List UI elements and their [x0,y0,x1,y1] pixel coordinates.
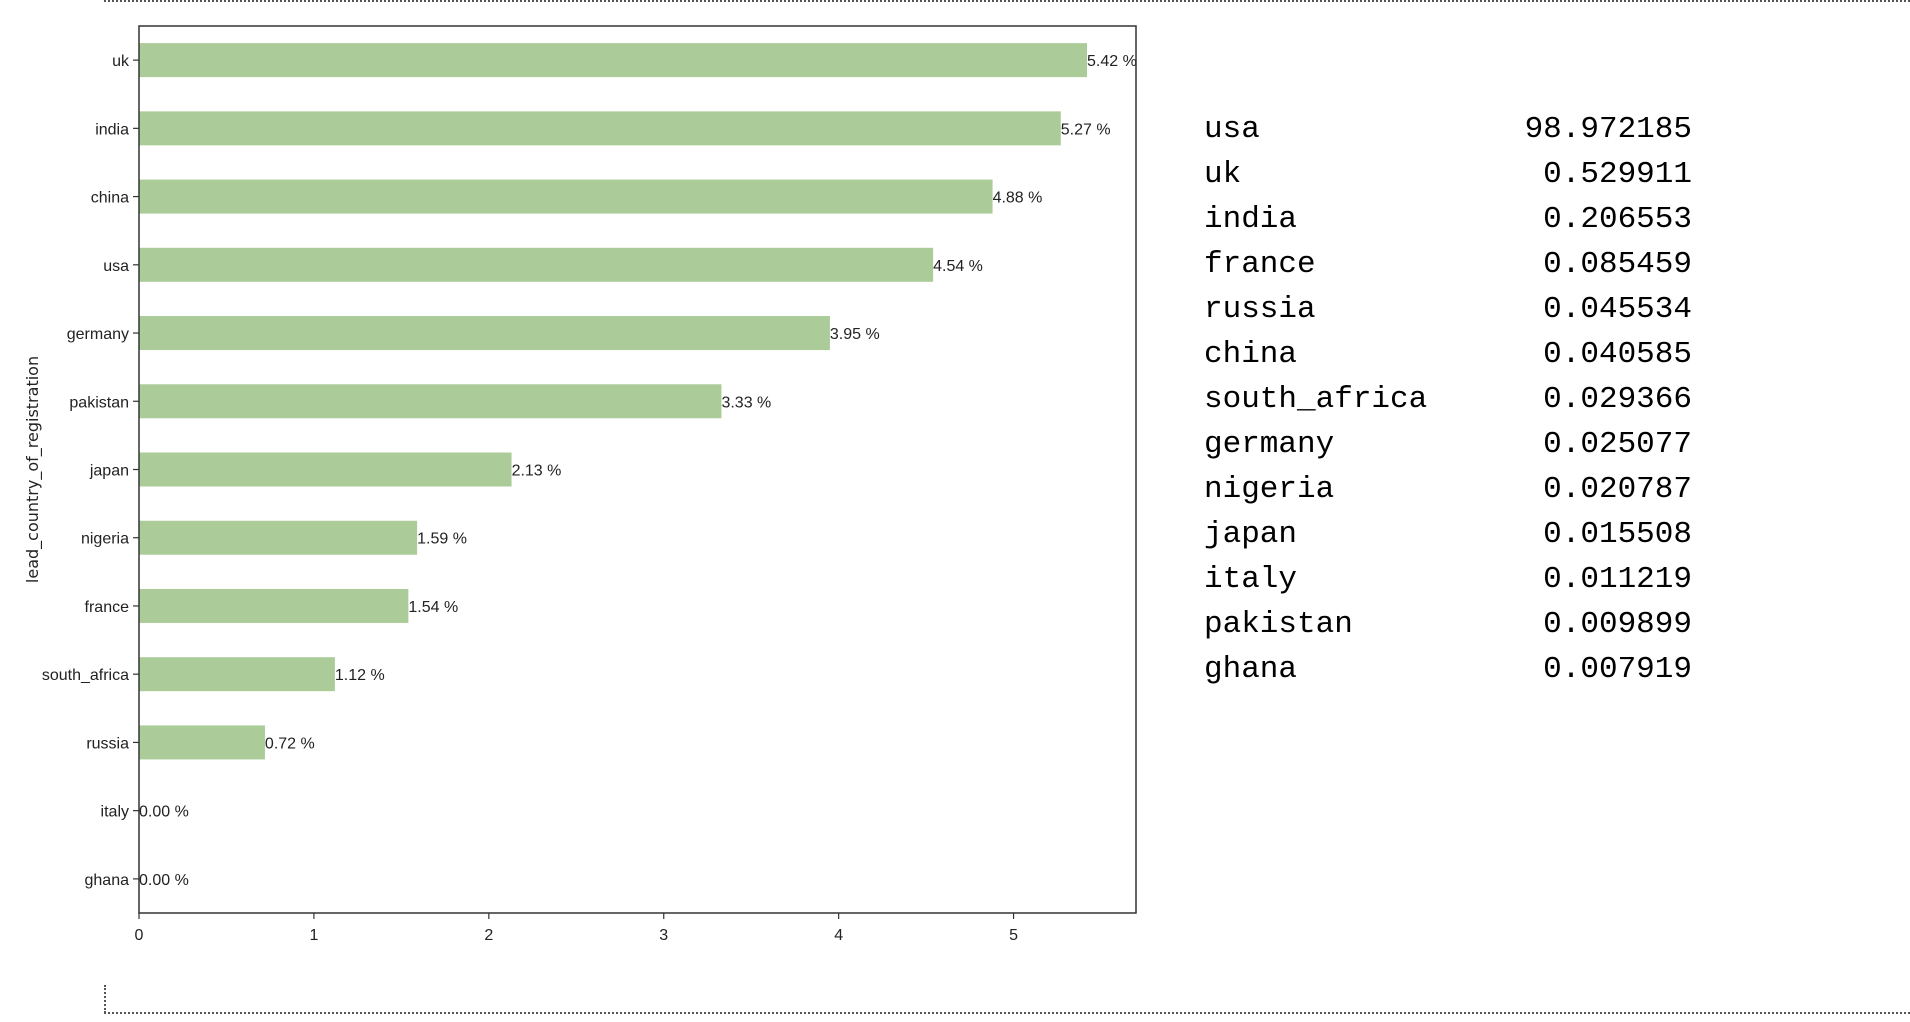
bar-value-label: 0.00 % [139,872,189,889]
bar-usa [139,247,934,282]
x-tick-label: 5 [1009,927,1018,944]
bar-japan [139,452,512,487]
output-row-name: japan [1204,517,1298,552]
output-table: usa 98.972185 uk 0.529911 india 0.206553 franc… [1204,107,1692,692]
output-row-name: germany [1204,427,1335,462]
output-row: india 0.206553 [1204,197,1692,242]
output-row-value: 0.206553 [1543,202,1692,237]
x-tick-label: 1 [309,927,318,944]
bar-value-label: 1.59 % [417,531,467,548]
output-row-name: usa [1204,112,1260,147]
y-tick-label: germany [67,326,129,343]
bar-value-label: 3.95 % [830,326,880,343]
cell-top-border [104,0,1910,2]
cell-left-border [104,985,106,1013]
output-row-value: 0.040585 [1543,337,1692,372]
plot-frame [138,25,1137,914]
output-row-value: 0.011219 [1543,562,1692,597]
output-row-name: india [1204,202,1298,237]
y-tick-label: nigeria [81,531,129,548]
bar-uk [139,43,1088,78]
x-tick-label: 2 [484,927,493,944]
output-row-value: 0.045534 [1543,292,1692,327]
bar-india [139,111,1061,146]
output-row: russia 0.045534 [1204,287,1692,332]
bar-value-label: 1.12 % [335,667,385,684]
output-row: ghana 0.007919 [1204,647,1692,692]
output-row-value: 0.029366 [1543,382,1692,417]
y-tick-label: usa [103,258,129,275]
bar-value-label: 1.54 % [408,599,458,616]
bar-nigeria [139,520,418,555]
y-tick-label: india [95,121,129,138]
bar-value-label: 4.54 % [933,258,983,275]
y-tick-label: japan [89,463,129,480]
bar-value-label: 0.72 % [265,735,315,752]
output-row: japan 0.015508 [1204,512,1692,557]
bar-pakistan [139,384,722,419]
output-row-name: uk [1204,157,1242,192]
output-row-name: south_africa [1204,382,1428,417]
x-tick-label: 4 [834,927,843,944]
output-row-value: 98.972185 [1524,112,1692,147]
cell-bottom-border [104,1012,1910,1014]
x-tick-label: 3 [659,927,668,944]
output-row-name: china [1204,337,1298,372]
output-row-value: 0.529911 [1543,157,1692,192]
bar-russia [139,725,265,760]
output-row: nigeria 0.020787 [1204,467,1692,512]
bar-value-label: 5.27 % [1061,121,1111,138]
bar-value-label: 0.00 % [139,804,189,821]
output-row-name: ghana [1204,652,1298,687]
output-row-name: italy [1204,562,1298,597]
y-tick-label: uk [112,53,130,70]
output-row-value: 0.015508 [1543,517,1692,552]
bar-south_africa [139,657,335,692]
output-row-value: 0.020787 [1543,472,1692,507]
output-row-value: 0.009899 [1543,607,1692,642]
output-row: south_africa 0.029366 [1204,377,1692,422]
y-tick-label: pakistan [69,394,129,411]
bar-chart: 5.42 % 5.27 % 4.88 % 4.54 % 3.95 % 3.33 % 2.13… [23,25,1137,944]
output-row-name: russia [1204,292,1316,327]
output-row: germany 0.025077 [1204,422,1692,467]
bar-china [139,179,993,214]
output-row: italy 0.011219 [1204,557,1692,602]
output-row: france 0.085459 [1204,242,1692,287]
output-row-name: pakistan [1204,607,1353,642]
bar-value-label: 3.33 % [721,394,771,411]
output-row-value: 0.085459 [1543,247,1692,282]
ticks-layer: uk india china usa germany pakistan japan niger… [42,53,1018,944]
output-row-value: 0.007919 [1543,652,1692,687]
output-row-value: 0.025077 [1543,427,1692,462]
y-tick-label: italy [101,804,129,821]
bar-value-label: 4.88 % [993,190,1043,207]
bar-value-label: 2.13 % [512,463,562,480]
output-row-name: france [1204,247,1316,282]
bar-germany [139,316,830,351]
output-row: uk 0.529911 [1204,152,1692,197]
y-tick-label: russia [86,735,129,752]
y-tick-label: china [91,190,129,207]
output-row-name: nigeria [1204,472,1335,507]
y-tick-label: france [85,599,130,616]
bar-value-label: 5.42 % [1087,53,1137,70]
y-axis-title: lead_country_of_registration [23,356,43,583]
bars-layer: 5.42 % 5.27 % 4.88 % 4.54 % 3.95 % 3.33 % 2.13… [139,43,1137,889]
bar-france [139,588,409,623]
y-tick-label: ghana [85,872,130,889]
output-row: pakistan 0.009899 [1204,602,1692,647]
output-row: usa 98.972185 [1204,107,1692,152]
output-row: china 0.040585 [1204,332,1692,377]
y-tick-label: south_africa [42,667,129,684]
x-tick-label: 0 [135,927,144,944]
